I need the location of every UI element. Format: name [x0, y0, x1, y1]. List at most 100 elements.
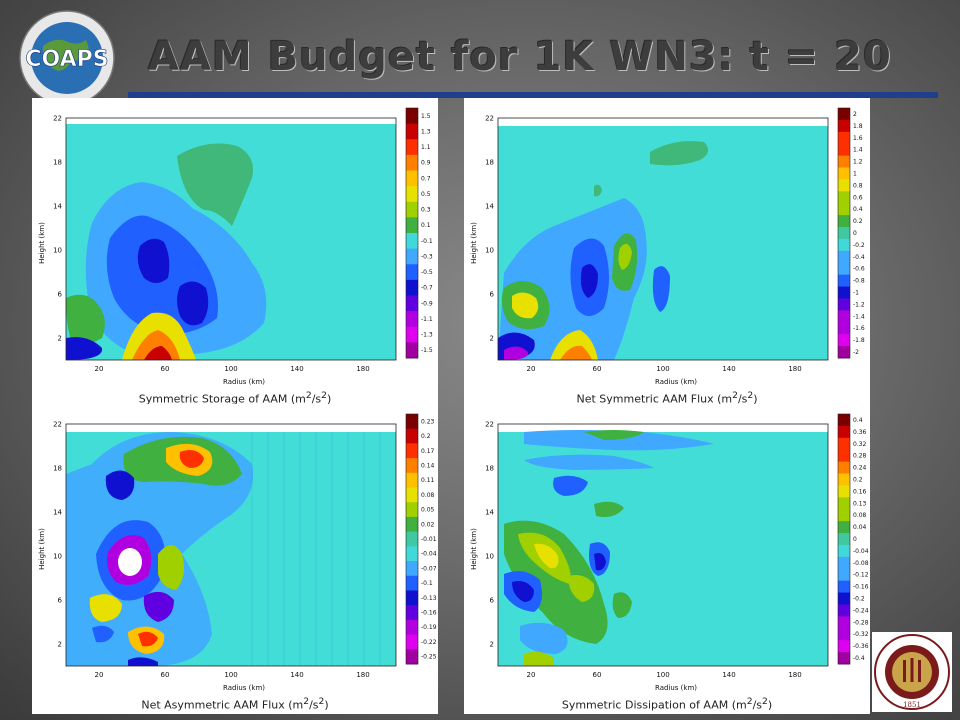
colorbar-label: -0.1 — [421, 238, 433, 245]
colorbar-label: 0.24 — [853, 465, 867, 472]
colorbar-label: -0.13 — [421, 595, 437, 602]
colorbar-swatch — [838, 628, 850, 641]
colorbar-swatch — [406, 634, 418, 650]
colorbar-label: 0.3 — [421, 207, 431, 214]
colorbar: 0.4 0.36 0.32 0.28 0.24 0.2 0.16 0.13 0.08 0.04 0 -… — [837, 413, 869, 665]
colorbar-frame — [837, 107, 851, 359]
colorbar-label: -1.4 — [853, 313, 865, 320]
colorbar-label: 0.11 — [421, 477, 435, 484]
colorbar-swatch — [838, 533, 850, 546]
colorbar-swatch — [406, 248, 418, 265]
colorbar-swatch — [838, 334, 850, 347]
colorbar-swatch — [838, 580, 850, 594]
x-axis-label: Radius (km) — [655, 378, 697, 386]
colorbar-swatch — [838, 274, 850, 288]
y-tick-label: 14 — [53, 509, 62, 517]
colorbar-label: 0.2 — [421, 433, 431, 440]
colorbar-swatch — [838, 155, 850, 169]
x-axis-label: Radius (km) — [223, 684, 265, 692]
x-tick-label: 140 — [290, 365, 303, 373]
y-tick-label: 18 — [485, 159, 494, 167]
colorbar-label: 1.5 — [421, 113, 431, 120]
x-tick-label: 60 — [161, 365, 170, 373]
colorbar-swatch — [838, 461, 850, 475]
x-tick-label: 140 — [722, 365, 735, 373]
colorbar-label: 0.04 — [853, 524, 867, 531]
colorbar-label: -2 — [853, 349, 859, 356]
colorbar-frame — [405, 107, 419, 359]
colorbar-label: 0.4 — [853, 417, 863, 424]
colorbar-label: -0.16 — [421, 610, 437, 617]
x-tick-label: 20 — [527, 365, 536, 373]
y-axis-label: Height (km) — [470, 222, 478, 264]
colorbar-swatch — [838, 509, 850, 522]
colorbar-swatch — [406, 201, 418, 218]
colorbar-swatch — [406, 414, 418, 430]
colorbar-label: 1.1 — [421, 144, 431, 151]
colorbar-label: 1.6 — [853, 135, 863, 142]
colorbar-swatch — [838, 131, 850, 145]
colorbar-swatch — [406, 472, 418, 489]
colorbar-swatch — [838, 191, 850, 204]
y-tick-label: 10 — [53, 553, 62, 561]
y-tick-label: 22 — [53, 421, 62, 429]
colorbar-label: 0.1 — [421, 222, 431, 229]
colorbar-label: -0.4 — [853, 655, 865, 662]
y-tick-label: 10 — [485, 247, 494, 255]
colorbar-swatch — [406, 139, 418, 156]
y-tick-label: 6 — [490, 597, 495, 605]
colorbar-label: 0 — [853, 230, 857, 237]
colorbar-swatch — [406, 123, 418, 140]
colorbar-swatch — [406, 458, 418, 474]
colorbar-swatch — [838, 215, 850, 228]
x-tick-label: 100 — [656, 365, 669, 373]
coaps-logo: COAPS — [8, 8, 126, 108]
colorbar-label: -0.07 — [421, 565, 437, 572]
x-tick-label: 100 — [224, 365, 237, 373]
colorbar-frame — [837, 413, 851, 665]
colorbar-swatch — [406, 233, 418, 250]
colorbar-swatch — [838, 568, 850, 582]
colorbar-label: 0.8 — [853, 182, 863, 189]
colorbar-label: 0.16 — [853, 488, 867, 495]
colorbar-label: 0.6 — [853, 194, 863, 201]
x-axis-label: Radius (km) — [655, 684, 697, 692]
colorbar-label: -0.12 — [853, 572, 869, 579]
y-tick-label: 18 — [485, 465, 494, 473]
colorbar-label: -0.3 — [421, 253, 433, 260]
colorbar-label: 1.2 — [853, 159, 863, 166]
colorbar-swatch — [838, 119, 850, 133]
colorbar-label: 0.9 — [421, 160, 431, 167]
x-tick-label: 60 — [593, 365, 602, 373]
colorbar-label: 0.28 — [853, 453, 867, 460]
y-axis-label: Height (km) — [38, 222, 46, 264]
y-tick-label: 6 — [490, 291, 495, 299]
colorbar-label: -1.3 — [421, 332, 433, 339]
colorbar-swatch — [838, 298, 850, 311]
colorbar-swatch — [838, 604, 850, 617]
colorbar-swatch — [838, 179, 850, 192]
y-axis-label: Height (km) — [38, 528, 46, 570]
colorbar-label: 1.3 — [421, 128, 431, 135]
x-tick-label: 60 — [593, 671, 602, 679]
y-tick-label: 14 — [485, 509, 494, 517]
colorbar-label: 0.2 — [853, 476, 863, 483]
colorbar-swatch — [406, 487, 418, 503]
colorbar-label: -1 — [853, 290, 859, 297]
colorbar-swatch — [406, 279, 418, 296]
x-axis-label: Radius (km) — [223, 378, 265, 386]
y-tick-label: 22 — [485, 421, 494, 429]
colorbar-label: 2 — [853, 111, 857, 118]
colorbar-label: -0.22 — [421, 639, 437, 646]
colorbar-swatch — [838, 652, 850, 665]
x-tick-label: 180 — [356, 671, 369, 679]
colorbar: 0.23 0.2 0.17 0.14 0.11 0.08 0.05 0.02 -0.01 -0.0… — [405, 413, 437, 665]
colorbar-swatch — [838, 262, 850, 276]
colorbar-swatch — [406, 108, 418, 125]
chart-panel-symmetric-dissipation: 2 6 10 14 18 22 20 60 100 140 180 Radius (km) Hei… — [464, 404, 870, 714]
colorbar-label: -0.04 — [853, 548, 869, 555]
colorbar-label: 0.08 — [421, 492, 435, 499]
colorbar-swatch — [406, 295, 418, 312]
